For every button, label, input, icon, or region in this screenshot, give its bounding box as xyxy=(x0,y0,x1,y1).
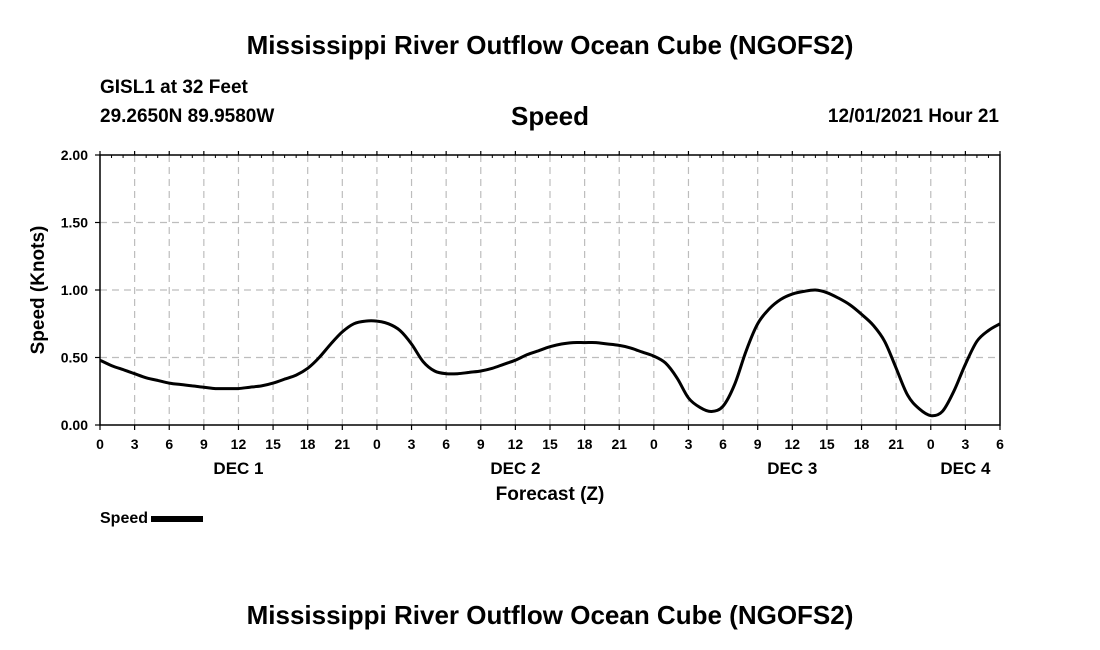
y-tick-label: 0.00 xyxy=(61,417,88,433)
y-tick-label: 1.00 xyxy=(61,282,88,298)
chart-title-top: Mississippi River Outflow Ocean Cube (NG… xyxy=(246,30,854,60)
y-tick-label: 1.50 xyxy=(61,215,88,231)
x-tick-label: 0 xyxy=(650,436,658,452)
x-axis-title: Forecast (Z) xyxy=(496,484,605,505)
x-tick-label: 0 xyxy=(927,436,935,452)
legend-label: Speed xyxy=(100,510,149,527)
y-tick-label: 2.00 xyxy=(61,147,88,163)
x-tick-label: 3 xyxy=(961,436,969,452)
y-axis: 0.00 0.50 1.00 1.50 2.00 xyxy=(61,147,100,433)
x-tick-label: 0 xyxy=(96,436,104,452)
x-tick-label: 3 xyxy=(408,436,416,452)
x-tick-label: 0 xyxy=(373,436,381,452)
x-tick-label: 21 xyxy=(888,436,904,452)
x-tick-label: 15 xyxy=(542,436,558,452)
x-axis: 0 3 6 9 12 15 18 21 0 3 6 9 12 15 18 21 0 3 6 9 12 15 18 21 0 3 6 xyxy=(96,151,1004,452)
chart-title-bottom: Mississippi River Outflow Ocean Cube (NG… xyxy=(246,600,854,630)
x-tick-label: 12 xyxy=(231,436,247,452)
y-axis-title: Speed (Knots) xyxy=(28,226,49,355)
x-tick-label: 15 xyxy=(819,436,835,452)
x-tick-label: 6 xyxy=(719,436,727,452)
x-tick-label: 18 xyxy=(577,436,593,452)
x-day-label: DEC 1 xyxy=(213,459,263,478)
legend: Speed xyxy=(100,510,204,528)
x-tick-label: 15 xyxy=(265,436,281,452)
station-label: GISL1 at 32 Feet xyxy=(100,77,248,98)
x-day-label: DEC 2 xyxy=(490,459,540,478)
x-tick-label: 9 xyxy=(754,436,762,452)
day-labels: DEC 1 DEC 2 DEC 3 DEC 4 xyxy=(213,459,991,478)
x-tick-label: 6 xyxy=(442,436,450,452)
x-tick-label: 9 xyxy=(477,436,485,452)
x-day-label: DEC 3 xyxy=(767,459,817,478)
x-tick-label: 9 xyxy=(200,436,208,452)
x-day-label: DEC 4 xyxy=(940,459,991,478)
x-tick-label: 6 xyxy=(165,436,173,452)
variable-title: Speed xyxy=(510,101,590,131)
speed-series-line xyxy=(99,288,1001,418)
x-tick-label: 21 xyxy=(335,436,351,452)
x-tick-label: 6 xyxy=(996,436,1004,452)
y-tick-label: 0.50 xyxy=(61,350,88,366)
x-tick-label: 18 xyxy=(854,436,870,452)
x-tick-label: 3 xyxy=(131,436,139,452)
x-tick-label: 21 xyxy=(611,436,627,452)
x-tick-label: 18 xyxy=(300,436,316,452)
x-tick-label: 12 xyxy=(508,436,524,452)
x-tick-label: 12 xyxy=(785,436,801,452)
legend-swatch xyxy=(151,516,204,522)
station-coordinates: 29.2650N 89.9580W xyxy=(100,106,275,127)
chart-grid xyxy=(100,155,1000,425)
forecast-datetime: 12/01/2021 Hour 21 xyxy=(827,106,999,127)
x-tick-label: 3 xyxy=(685,436,693,452)
